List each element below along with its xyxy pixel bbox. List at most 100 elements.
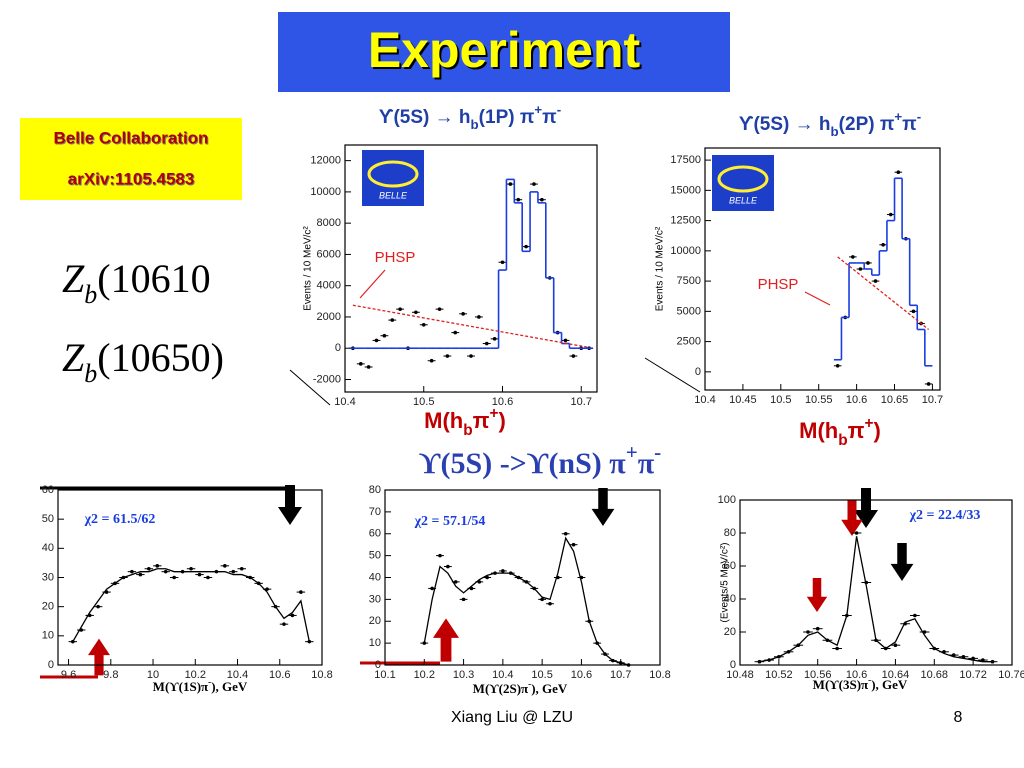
data-point (206, 575, 210, 580)
y-tick-label: 10000 (310, 186, 341, 198)
y-tick-label: 0 (335, 342, 341, 354)
x-tick-label: 10.8 (311, 669, 332, 681)
x-tick-label: 10.45 (729, 394, 757, 406)
data-point (96, 604, 100, 609)
data-point (571, 542, 576, 547)
x-tick-label: 10.1 (374, 669, 395, 681)
data-point (438, 553, 442, 558)
annotation: PHSP (375, 249, 416, 266)
info-line: arXiv:1105.4583 (68, 169, 195, 188)
x-axis-label: M(ϒ(2S)π-), GeV (473, 679, 568, 696)
y-tick-label: 20 (369, 615, 381, 627)
y-tick-label: 0 (48, 659, 54, 671)
data-point (189, 566, 193, 571)
y-tick-label: 50 (369, 550, 381, 562)
x-tick-label: 10 (147, 669, 159, 681)
text-part: + (894, 109, 902, 124)
data-point (911, 309, 916, 314)
x-tick-label: 10.4 (492, 669, 513, 681)
data-point (147, 566, 151, 571)
phsp-curve (837, 256, 930, 331)
data-point (358, 362, 363, 366)
y-axis-label: Events / 10 MeV/c² (303, 226, 314, 311)
annotation: χ2 = 61.5/62 (84, 512, 156, 527)
logo-swoosh (717, 165, 769, 193)
data-point (437, 307, 442, 311)
text-part: ϒ(5S) → h (739, 114, 831, 135)
logo (712, 155, 774, 211)
y-tick-label: -2000 (313, 373, 341, 385)
text-part: ) (874, 418, 881, 443)
annotation-arrow (804, 291, 831, 306)
y-tick-label: 17500 (670, 154, 701, 166)
y-tick-label: 80 (369, 484, 381, 496)
data-point (888, 212, 893, 217)
data-point (390, 318, 395, 322)
y-tick-label: 0 (730, 659, 736, 671)
data-point (282, 622, 286, 626)
x-tick-label: 10.6 (846, 394, 867, 406)
data-point (815, 626, 820, 631)
state-rest: (10650) (97, 335, 224, 380)
data-point (155, 564, 160, 568)
data-point (571, 354, 576, 358)
text-part: π (848, 418, 865, 443)
data-point (453, 580, 458, 584)
y-tick-label: 2000 (317, 311, 341, 323)
text-part: M(ϒ(3S)π (813, 677, 869, 692)
text-part: ) (499, 408, 506, 433)
state-subscript: b (84, 280, 97, 309)
text-part: π (638, 447, 655, 480)
text-part: + (865, 415, 874, 432)
data-point (414, 310, 418, 315)
text-part: - (208, 677, 211, 687)
fit-curve (423, 536, 629, 666)
x-tick-label: 10.7 (610, 669, 631, 681)
data-point (835, 364, 840, 368)
x-tick-label: 10.4 (694, 394, 715, 406)
y-tick-label: 2500 (677, 336, 701, 348)
data-point (501, 569, 505, 573)
y-tick-label: 70 (369, 506, 381, 518)
data-point (563, 531, 568, 536)
data-point (446, 564, 450, 569)
x-tick-label: 9.8 (103, 669, 118, 681)
x-tick-label: 10.5 (413, 396, 434, 408)
decor-line (289, 369, 331, 406)
data-point (563, 338, 568, 343)
data-point (866, 261, 870, 265)
info-box (20, 118, 242, 200)
data-point (461, 597, 466, 602)
x-axis-label: M(hbπ+) (799, 415, 881, 449)
text-part: - (654, 440, 661, 464)
data-point (540, 597, 544, 602)
fit-curve (72, 568, 310, 642)
data-point (835, 646, 839, 651)
y-tick-label: 60 (724, 560, 736, 572)
y-axis-label: Events / 10 MeV/c² (655, 226, 666, 311)
text-part: M(ϒ(2S)π (473, 681, 529, 696)
text-part: + (626, 440, 638, 464)
logo-text: BELLE (729, 195, 758, 205)
data-point (299, 590, 303, 594)
logo-swoosh (367, 160, 419, 188)
data-point (290, 613, 295, 618)
data-point (445, 354, 450, 358)
annotation: χ2 = 22.4/33 (909, 508, 981, 523)
annotation: χ2 = 57.1/54 (414, 514, 486, 529)
chart-title: ϒ(5S) → hb(2P) π+π- (739, 109, 921, 139)
logo-text: BELLE (379, 190, 408, 200)
data-point (239, 566, 244, 571)
text-part: b (463, 422, 472, 439)
y-tick-label: 60 (369, 528, 381, 540)
y-tick-label: 40 (724, 593, 736, 605)
text-part: M(ϒ(1S)π (153, 679, 209, 694)
y-tick-label: 30 (42, 571, 54, 583)
y-tick-label: 50 (42, 513, 54, 525)
x-tick-label: 10.6 (571, 669, 592, 681)
y-tick-label: 40 (42, 542, 54, 554)
x-axis-label: M(hbπ+) (424, 405, 506, 439)
data-point (265, 587, 269, 591)
plot-frame (344, 144, 598, 393)
data-point (163, 569, 168, 574)
